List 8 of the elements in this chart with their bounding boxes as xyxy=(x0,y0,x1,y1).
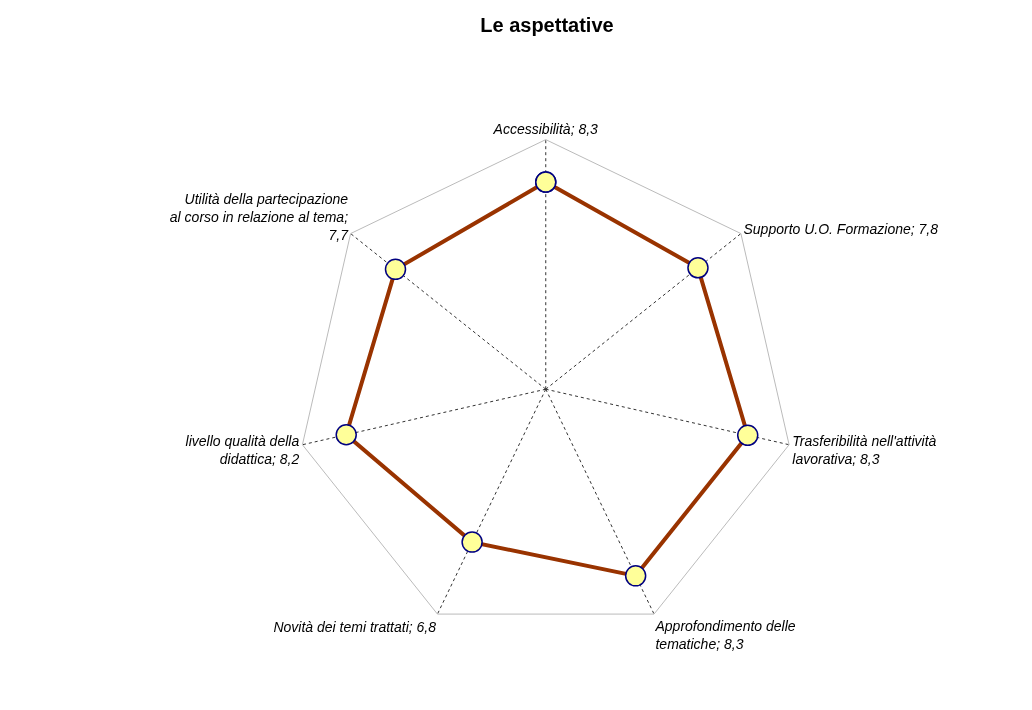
spoke-label: Approfondimento delle tematiche; 8,3 xyxy=(654,617,796,653)
spoke-label: Trasferibilità nell'attività lavorativa; 8,3 xyxy=(792,433,937,468)
spoke-label: livello qualità della didattica; 8,2 xyxy=(185,433,300,468)
chart-title: Le aspettative xyxy=(480,13,614,36)
spoke-label: Utilità della partecipazione al corso in relazione al tema; 7,7 xyxy=(169,191,350,244)
spoke-label: Novità dei temi trattati; 6,8 xyxy=(273,618,437,635)
spoke-label: Supporto U.O. Formazione; 7,8 xyxy=(743,220,939,237)
spoke-label: Accessibilità; 8,3 xyxy=(492,120,599,137)
